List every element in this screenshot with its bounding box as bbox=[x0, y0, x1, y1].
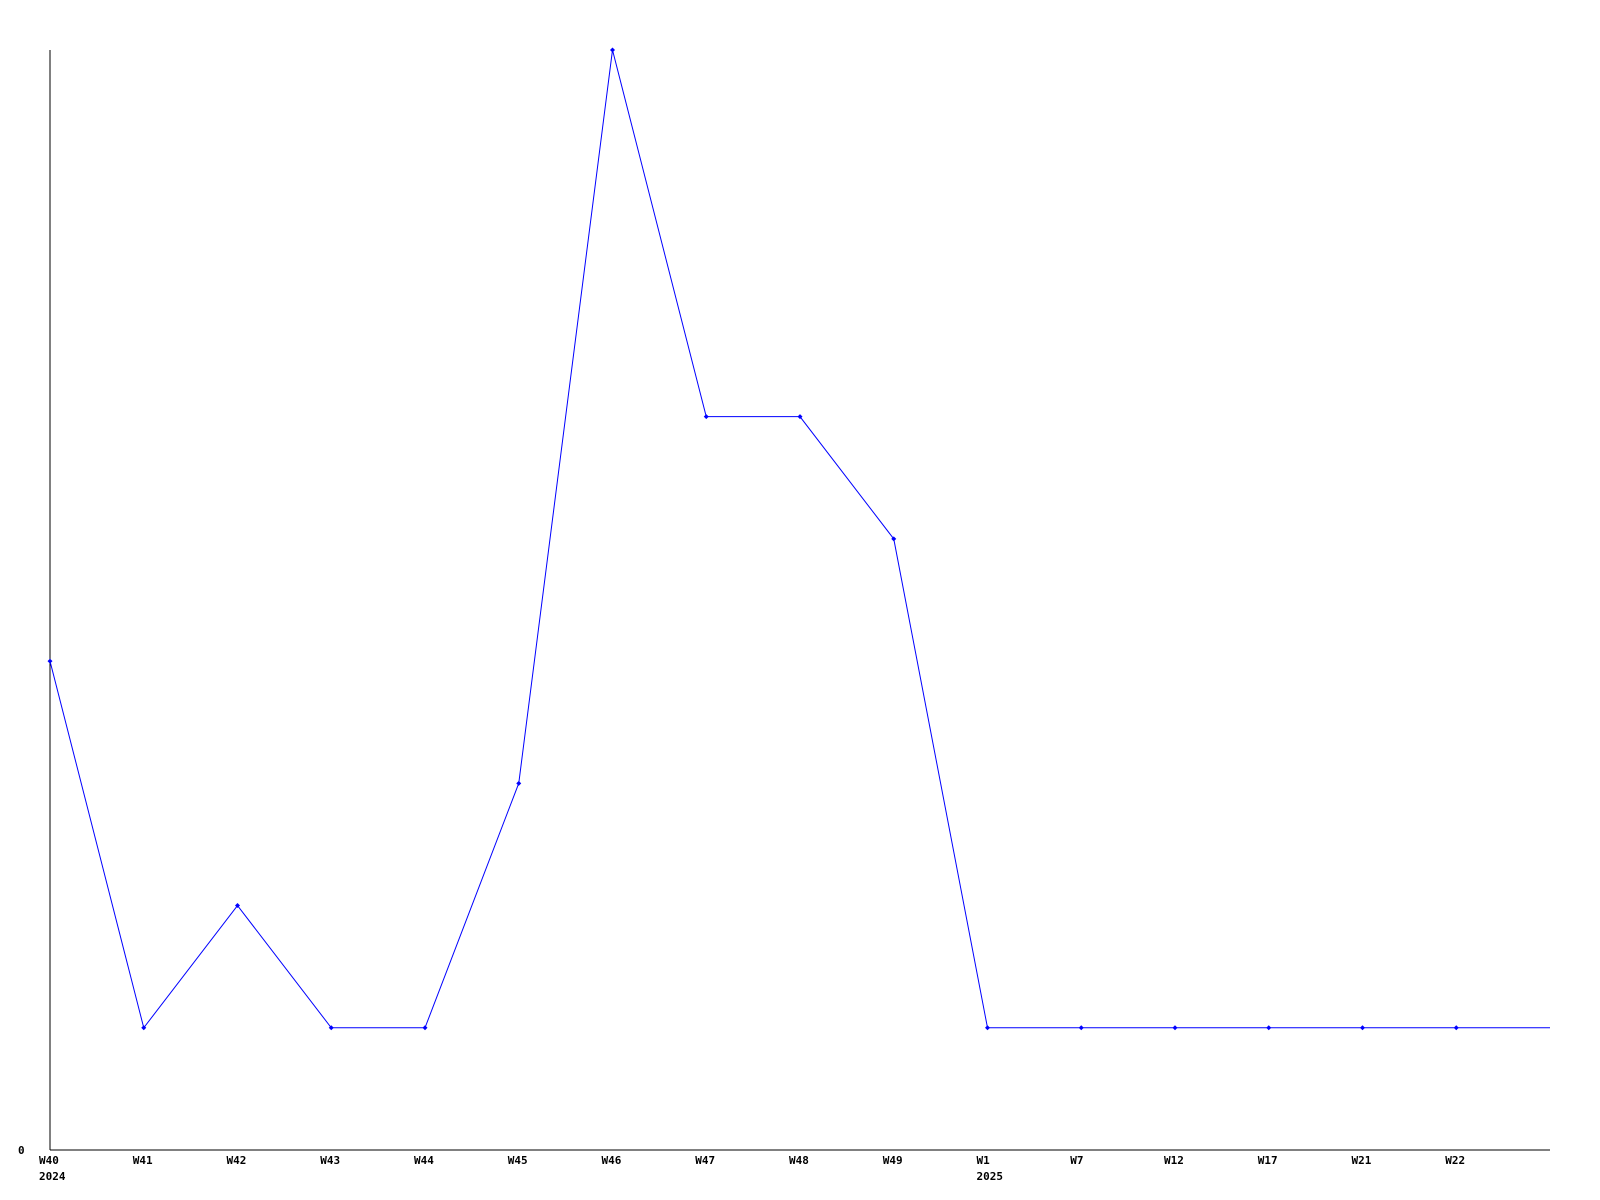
x-tick-label: W48 bbox=[789, 1154, 809, 1167]
data-point bbox=[1453, 1025, 1459, 1031]
data-point bbox=[422, 1025, 428, 1031]
data-point bbox=[1078, 1025, 1084, 1031]
data-point bbox=[47, 658, 53, 664]
x-tick-label: W17 bbox=[1258, 1154, 1278, 1167]
data-point bbox=[985, 1025, 990, 1031]
x-tick-label: W12 bbox=[1164, 1154, 1184, 1167]
data-point bbox=[141, 1025, 147, 1031]
y-tick-label-0: 0 bbox=[18, 1144, 25, 1157]
data-point bbox=[891, 536, 897, 542]
data-point bbox=[1172, 1025, 1178, 1031]
x-tick-label: W1 bbox=[977, 1154, 991, 1167]
data-point bbox=[1266, 1025, 1272, 1031]
x-tick-label: W21 bbox=[1352, 1154, 1372, 1167]
data-point bbox=[1360, 1025, 1365, 1031]
x-tick-label: W22 bbox=[1445, 1154, 1465, 1167]
x-year-label: 2025 bbox=[977, 1170, 1004, 1183]
data-point bbox=[328, 1025, 334, 1031]
x-tick-label: W42 bbox=[227, 1154, 247, 1167]
data-point bbox=[516, 780, 522, 786]
data-point bbox=[797, 414, 803, 420]
x-tick-label: W45 bbox=[508, 1154, 528, 1167]
x-tick-label: W7 bbox=[1070, 1154, 1083, 1167]
x-tick-label: W41 bbox=[133, 1154, 153, 1167]
x-tick-label: W47 bbox=[695, 1154, 715, 1167]
x-tick-label: W40 bbox=[39, 1154, 59, 1167]
x-tick-label: W43 bbox=[320, 1154, 340, 1167]
data-point bbox=[703, 414, 709, 420]
x-tick-label: W44 bbox=[414, 1154, 434, 1167]
x-year-label: 2024 bbox=[39, 1170, 66, 1183]
x-tick-label: W46 bbox=[602, 1154, 622, 1167]
series-line bbox=[49, 49, 1550, 1029]
data-point bbox=[610, 47, 615, 53]
data-point bbox=[235, 903, 240, 909]
x-tick-label: W49 bbox=[883, 1154, 903, 1167]
